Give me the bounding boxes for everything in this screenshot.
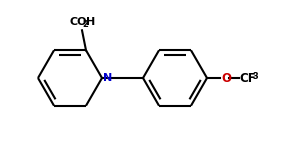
Text: N: N — [103, 73, 113, 82]
Text: CF: CF — [239, 71, 256, 84]
Text: CO: CO — [70, 17, 88, 27]
Text: H: H — [86, 17, 95, 27]
Text: 2: 2 — [82, 20, 88, 29]
Text: 3: 3 — [252, 72, 258, 81]
Text: O: O — [221, 71, 231, 84]
